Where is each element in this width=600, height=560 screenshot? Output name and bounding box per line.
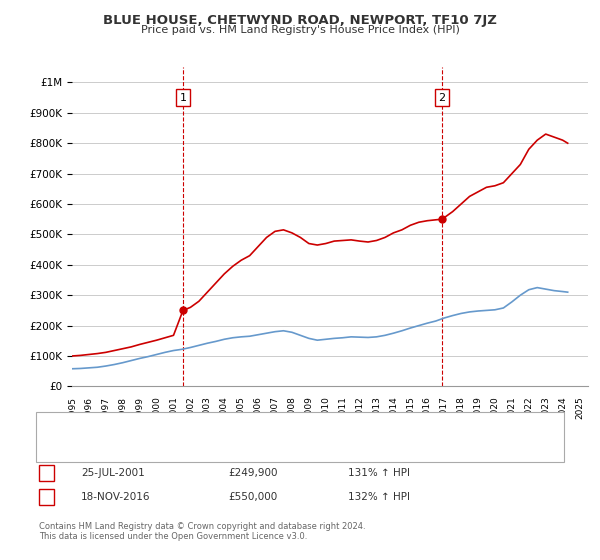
Text: ———: ——— — [60, 441, 97, 454]
Text: 18-NOV-2016: 18-NOV-2016 — [81, 492, 151, 502]
Text: 2: 2 — [43, 492, 50, 502]
Text: BLUE HOUSE, CHETWYND ROAD, NEWPORT, TF10 7JZ: BLUE HOUSE, CHETWYND ROAD, NEWPORT, TF10… — [103, 14, 497, 27]
Text: 2: 2 — [439, 92, 446, 102]
Text: 131% ↑ HPI: 131% ↑ HPI — [348, 468, 410, 478]
Text: £550,000: £550,000 — [228, 492, 277, 502]
Text: 1: 1 — [179, 92, 187, 102]
Text: £249,900: £249,900 — [228, 468, 277, 478]
Text: HPI: Average price, detached house, Telford and Wrekin: HPI: Average price, detached house, Telf… — [105, 443, 376, 453]
Text: 1: 1 — [43, 468, 50, 478]
Text: BLUE HOUSE, CHETWYND ROAD, NEWPORT, TF10 7JZ (detached house): BLUE HOUSE, CHETWYND ROAD, NEWPORT, TF10… — [105, 421, 455, 431]
Text: 25-JUL-2001: 25-JUL-2001 — [81, 468, 145, 478]
Text: ———: ——— — [60, 419, 97, 432]
Text: Price paid vs. HM Land Registry's House Price Index (HPI): Price paid vs. HM Land Registry's House … — [140, 25, 460, 35]
Text: 132% ↑ HPI: 132% ↑ HPI — [348, 492, 410, 502]
Text: Contains HM Land Registry data © Crown copyright and database right 2024.
This d: Contains HM Land Registry data © Crown c… — [39, 522, 365, 542]
